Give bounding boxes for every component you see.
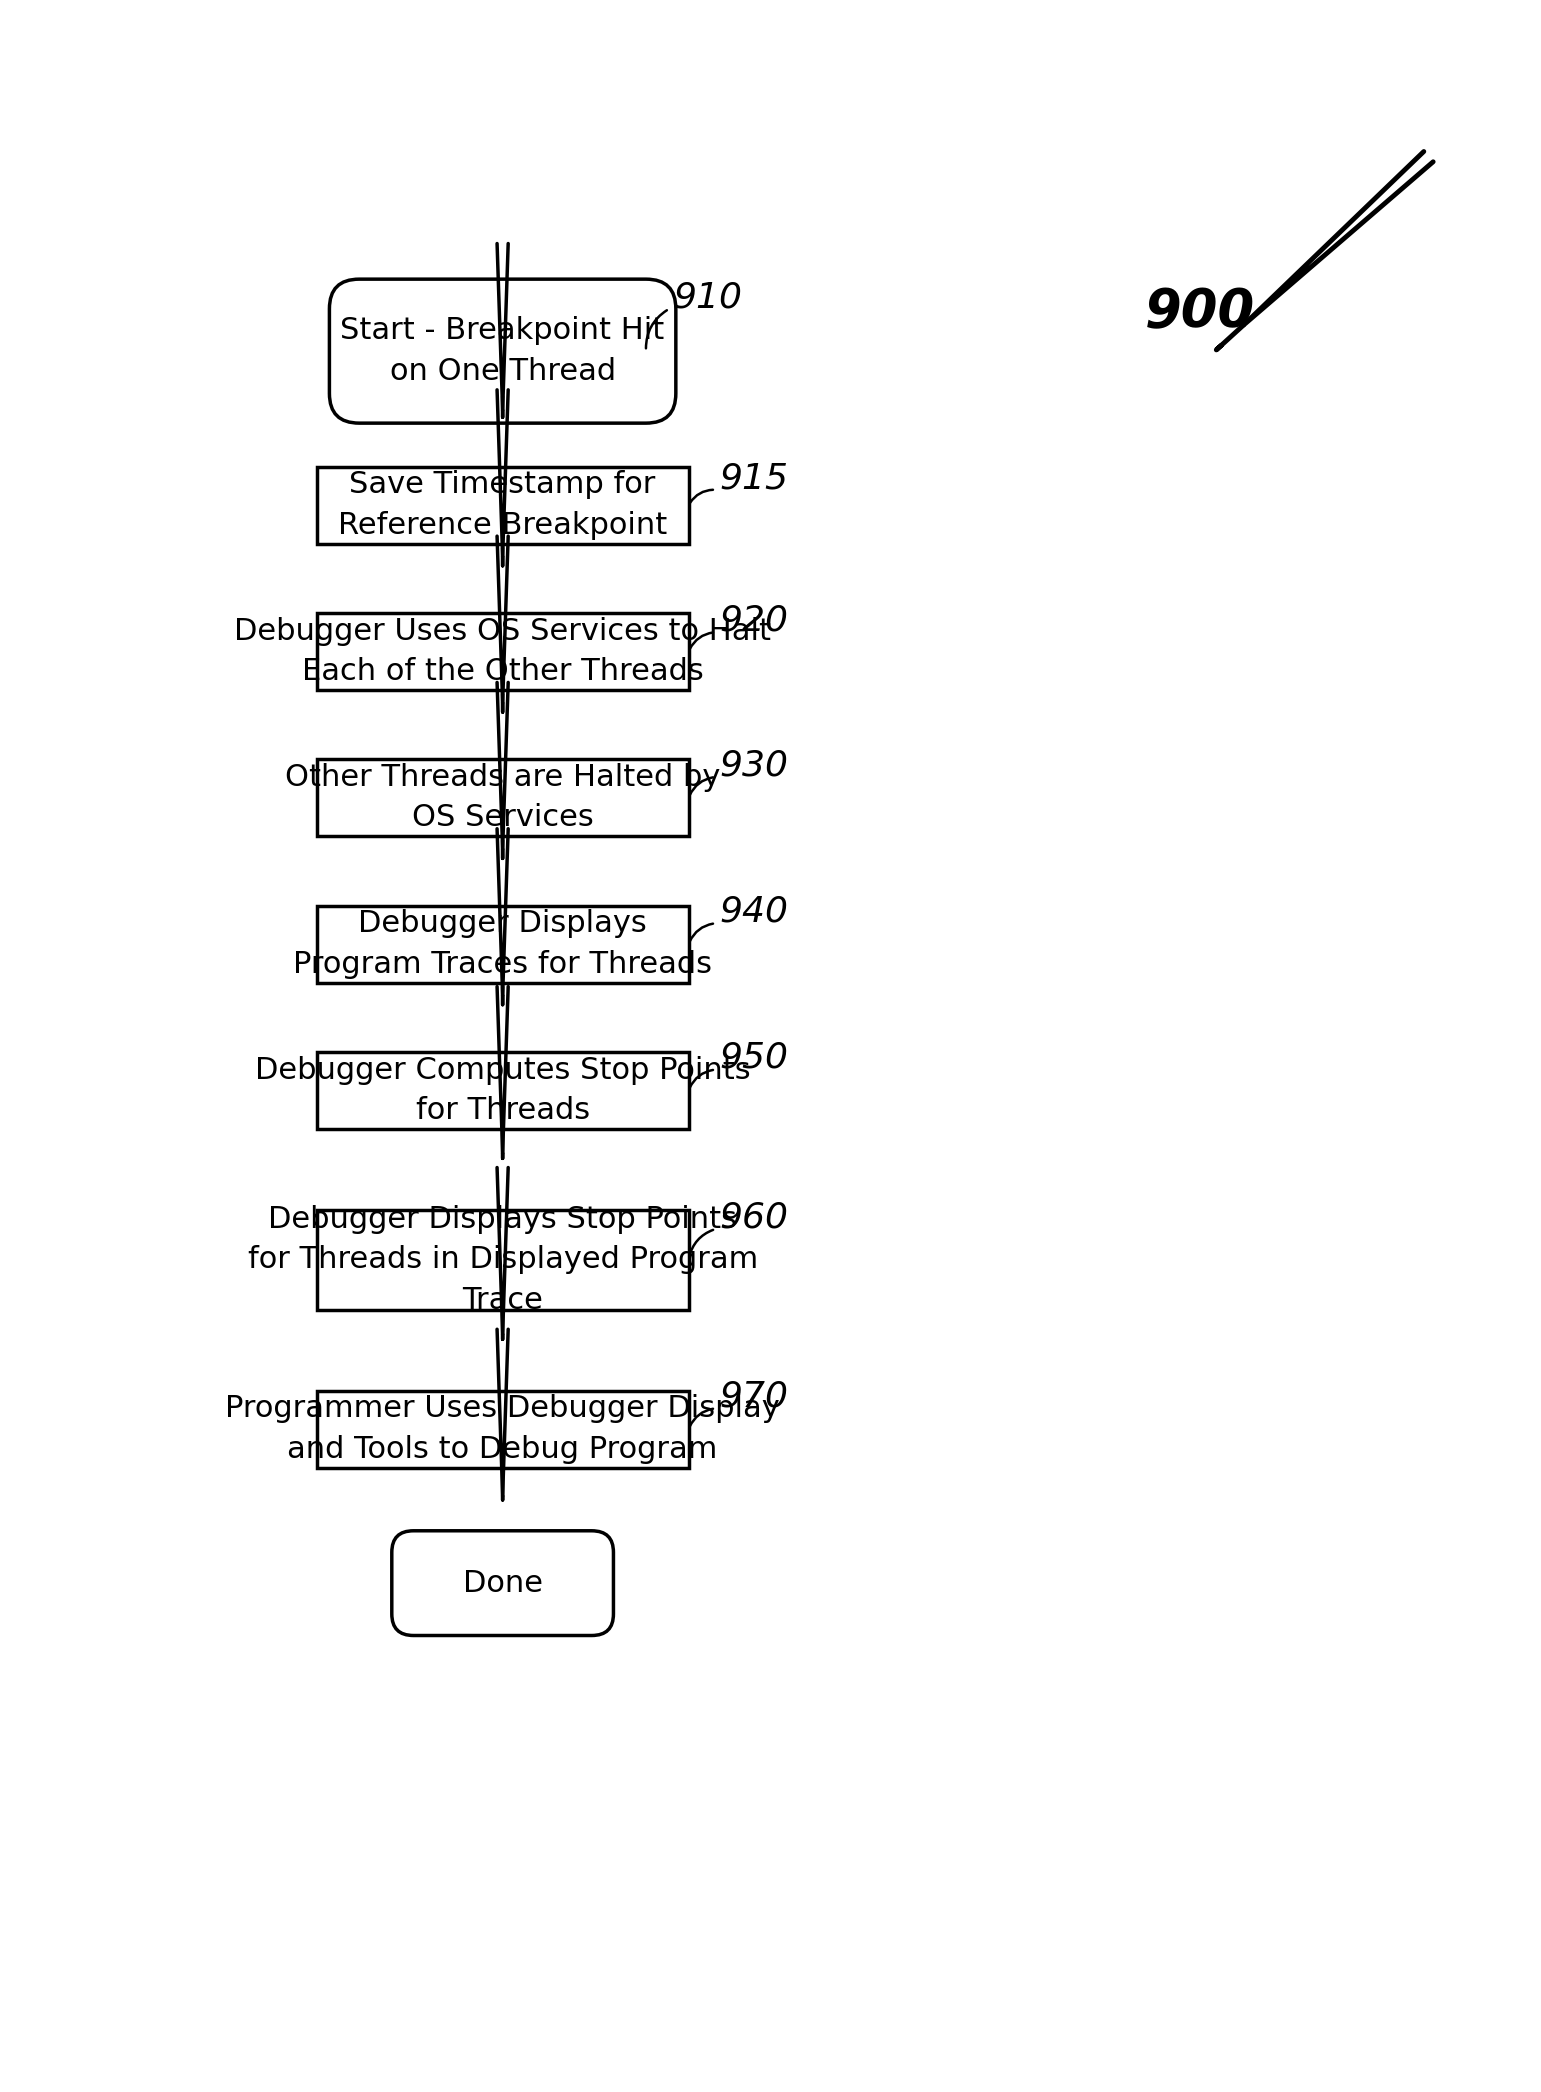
Text: Done: Done: [462, 1569, 542, 1598]
Text: Start - Breakpoint Hit
on One Thread: Start - Breakpoint Hit on One Thread: [341, 316, 664, 385]
Text: 950: 950: [720, 1042, 789, 1075]
FancyBboxPatch shape: [316, 1391, 689, 1469]
Text: Debugger Displays
Program Traces for Threads: Debugger Displays Program Traces for Thr…: [293, 910, 712, 979]
Text: 940: 940: [720, 895, 789, 929]
FancyBboxPatch shape: [316, 1052, 689, 1130]
FancyBboxPatch shape: [316, 613, 689, 690]
Text: 910: 910: [673, 280, 743, 314]
Text: 900: 900: [1145, 287, 1256, 339]
Text: Debugger Computes Stop Points
for Threads: Debugger Computes Stop Points for Thread…: [254, 1056, 750, 1125]
Text: 915: 915: [720, 460, 789, 496]
Text: 930: 930: [720, 749, 789, 782]
Text: Debugger Displays Stop Points
for Threads in Displayed Program
Trace: Debugger Displays Stop Points for Thread…: [248, 1205, 758, 1314]
Text: Debugger Uses OS Services to Halt
Each of the Other Threads: Debugger Uses OS Services to Halt Each o…: [234, 617, 770, 686]
FancyBboxPatch shape: [316, 906, 689, 983]
Text: Programmer Uses Debugger Display
and Tools to Debug Program: Programmer Uses Debugger Display and Too…: [225, 1395, 780, 1464]
Text: 960: 960: [720, 1201, 789, 1234]
FancyBboxPatch shape: [316, 759, 689, 837]
Text: Save Timestamp for
Reference Breakpoint: Save Timestamp for Reference Breakpoint: [337, 471, 667, 540]
FancyBboxPatch shape: [316, 1209, 689, 1310]
Text: 920: 920: [720, 605, 789, 638]
FancyBboxPatch shape: [316, 467, 689, 544]
FancyBboxPatch shape: [330, 278, 676, 423]
FancyBboxPatch shape: [391, 1531, 613, 1636]
Text: 970: 970: [720, 1381, 789, 1414]
Text: Other Threads are Halted by
OS Services: Other Threads are Halted by OS Services: [285, 764, 720, 833]
